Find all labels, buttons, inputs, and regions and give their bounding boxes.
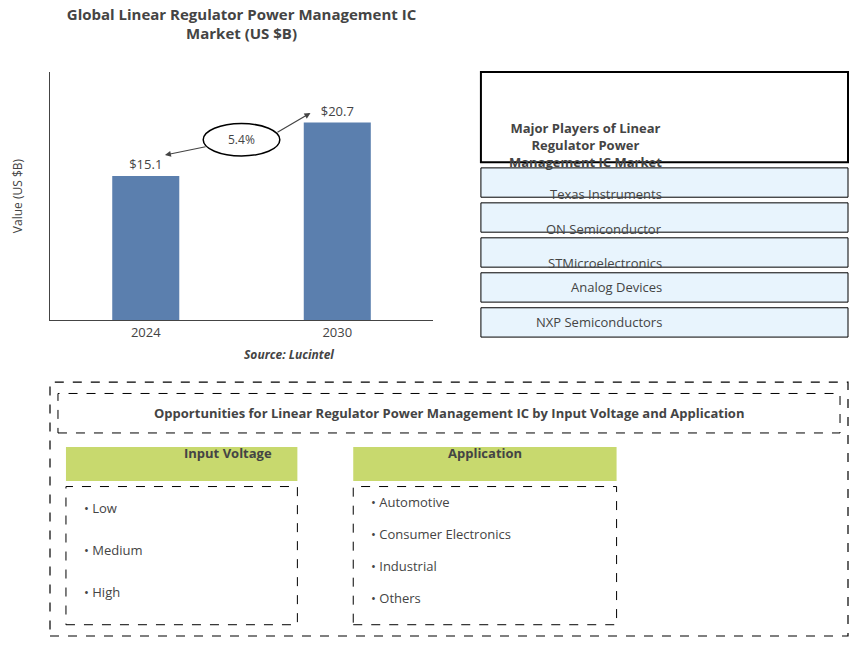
- svg-text:Source: Lucintel: Source: Lucintel: [244, 346, 334, 363]
- svg-text:• Others: • Others: [371, 589, 421, 607]
- svg-text:• Medium: • Medium: [84, 541, 143, 559]
- svg-text:ON Semiconductor: ON Semiconductor: [546, 220, 662, 238]
- svg-text:Global Linear Regulator Power: Global Linear Regulator Power Management…: [67, 4, 417, 44]
- svg-text:• Industrial: • Industrial: [371, 557, 437, 575]
- svg-text:5.4%: 5.4%: [228, 131, 255, 148]
- svg-text:$20.7: $20.7: [321, 102, 354, 120]
- svg-text:NXP Semiconductors: NXP Semiconductors: [536, 313, 662, 331]
- svg-text:Texas Instruments: Texas Instruments: [550, 185, 662, 203]
- svg-text:Application: Application: [448, 444, 522, 462]
- svg-text:$15.1: $15.1: [129, 155, 162, 173]
- svg-text:• Consumer Electronics: • Consumer Electronics: [371, 525, 511, 543]
- svg-text:• Low: • Low: [84, 499, 117, 517]
- svg-text:2024: 2024: [131, 323, 161, 341]
- svg-text:Input Voltage: Input Voltage: [184, 444, 272, 462]
- svg-text:• High: • High: [84, 583, 120, 601]
- svg-text:Analog Devices: Analog Devices: [571, 278, 662, 296]
- svg-text:• Automotive: • Automotive: [371, 493, 449, 511]
- svg-text:Opportunities for Linear Regul: Opportunities for Linear Regulator Power…: [154, 404, 744, 422]
- svg-text:Value (US $B): Value (US $B): [9, 159, 26, 234]
- svg-text:STMicroelectronics: STMicroelectronics: [548, 254, 662, 272]
- svg-text:2030: 2030: [322, 323, 352, 341]
- svg-text:Major Players of LinearRegulat: Major Players of LinearRegulator PowerMa…: [509, 119, 662, 171]
